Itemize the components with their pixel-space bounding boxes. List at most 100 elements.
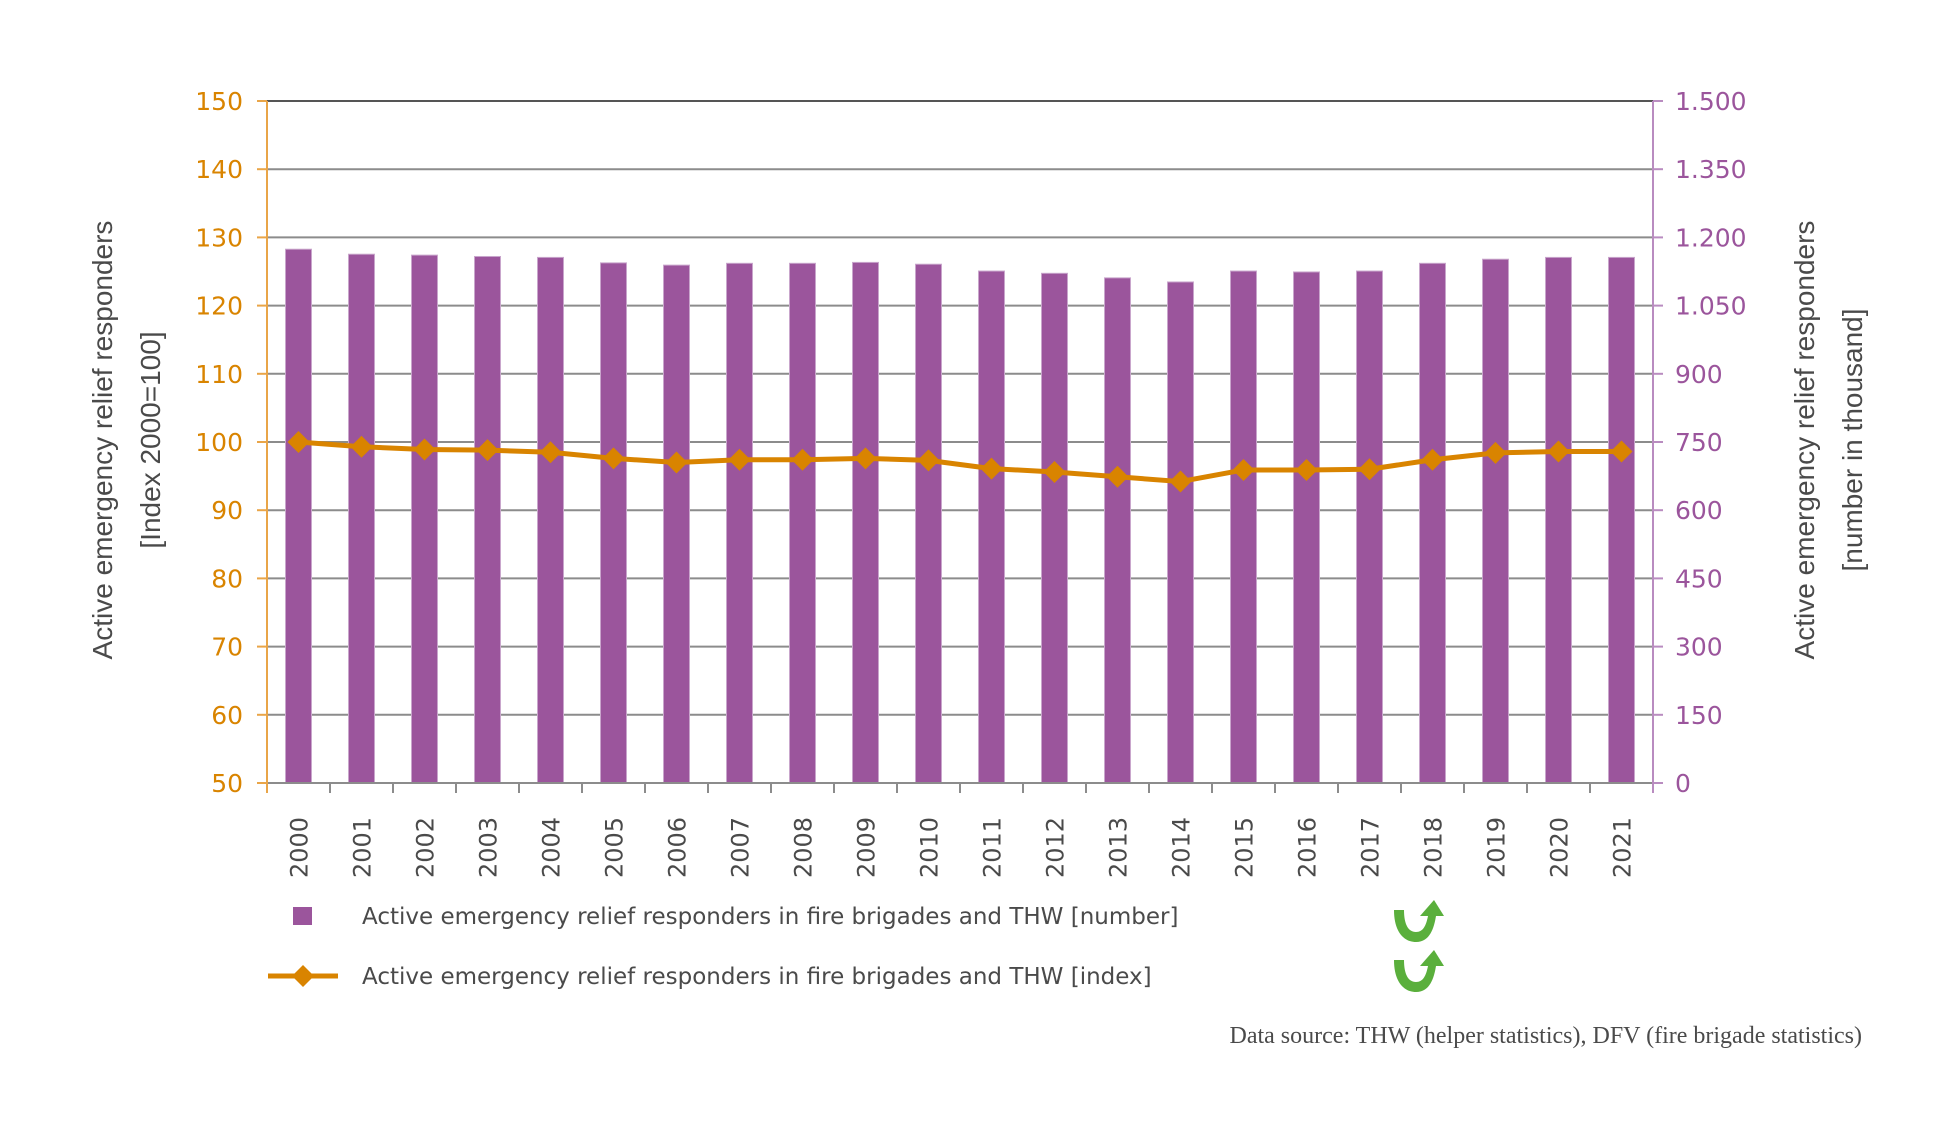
right-tick-label: 600 — [1675, 496, 1723, 525]
diamond-marker — [287, 431, 310, 453]
year-label: 2006 — [664, 817, 692, 878]
left-tick-label: 70 — [211, 633, 243, 662]
axes — [266, 101, 1654, 793]
trend-up-curved-arrow-icon — [1394, 900, 1444, 942]
diamond-marker — [1421, 448, 1444, 471]
bar — [1608, 256, 1635, 784]
year-label: 2005 — [601, 817, 629, 878]
bar — [474, 255, 501, 784]
diamond-marker — [980, 457, 1003, 480]
year-label: 2013 — [1105, 817, 1133, 878]
year-label: 2007 — [727, 817, 755, 878]
left-tick-label: 150 — [195, 87, 243, 116]
year-label: 2019 — [1483, 817, 1511, 878]
legend-item-index: Active emergency relief responders in fi… — [268, 950, 1444, 992]
year-label: 2017 — [1357, 817, 1385, 878]
left-tick-label: 100 — [195, 428, 243, 457]
bar — [1104, 277, 1131, 784]
bar — [1041, 272, 1068, 784]
year-label: 2008 — [790, 817, 818, 878]
diamond-marker — [1232, 458, 1255, 481]
bar — [1356, 270, 1383, 784]
year-label: 2001 — [349, 817, 377, 878]
diamond-marker — [413, 438, 436, 461]
trend-up-curved-arrow-icon — [1394, 950, 1444, 992]
right-tick-label: 1.050 — [1675, 292, 1747, 321]
index-line — [298, 439, 1622, 485]
legend-bar-swatch — [293, 907, 312, 925]
diamond-marker — [1610, 440, 1633, 463]
left-tick-label: 110 — [195, 360, 243, 389]
left-tick-label: 50 — [211, 769, 243, 798]
right-tick-label: 0 — [1675, 769, 1691, 798]
diamond-marker — [602, 447, 625, 470]
right-tick-label: 300 — [1675, 633, 1723, 662]
left-tick-label: 60 — [211, 701, 243, 730]
bar — [537, 256, 564, 784]
diamond-marker — [665, 451, 688, 474]
bar — [1419, 262, 1446, 784]
right-tick-label: 900 — [1675, 360, 1723, 389]
diamond-marker — [539, 441, 562, 464]
bar — [726, 262, 753, 784]
bar — [411, 254, 438, 784]
bar — [1230, 270, 1257, 784]
year-label: 2015 — [1231, 817, 1259, 878]
bar — [915, 263, 942, 784]
year-label: 2021 — [1609, 817, 1637, 878]
year-label: 2014 — [1168, 817, 1196, 878]
right-tick-label: 150 — [1675, 701, 1723, 730]
diamond-marker — [728, 448, 751, 471]
diamond-marker — [1043, 461, 1066, 484]
bar — [285, 248, 312, 784]
bar — [789, 262, 816, 784]
left-tick-label: 80 — [211, 564, 243, 593]
left-axis-title-line2: [Index 2000=100] — [135, 331, 166, 548]
year-label: 2009 — [853, 817, 881, 878]
year-label: 2000 — [286, 817, 314, 878]
year-label: 2004 — [538, 817, 566, 878]
year-label: 2012 — [1042, 817, 1070, 878]
legend: Active emergency relief responders in fi… — [268, 900, 1444, 992]
bar — [852, 261, 879, 784]
diamond-marker — [1295, 458, 1318, 481]
bar — [1545, 256, 1572, 784]
year-label: 2020 — [1546, 817, 1574, 878]
diamond-marker — [1358, 458, 1381, 481]
left-tick-label: 120 — [195, 292, 243, 321]
year-label: 2018 — [1420, 817, 1448, 878]
legend-item-number: Active emergency relief responders in fi… — [293, 900, 1444, 942]
right-tick-label: 450 — [1675, 564, 1723, 593]
right-axis-title-line1: Active emergency relief responders — [1789, 221, 1820, 660]
bar — [600, 262, 627, 784]
bar — [663, 264, 690, 784]
right-tick-label: 1.500 — [1675, 87, 1747, 116]
left-axis-title-line1: Active emergency relief responders — [87, 221, 118, 660]
diamond-marker — [1484, 441, 1507, 464]
diamond-marker — [476, 439, 499, 462]
left-tick-label: 130 — [195, 223, 243, 252]
right-tick-label: 1.200 — [1675, 223, 1747, 252]
left-axis-ticks: 50 60 70 80 90 100 110 120 130 140 150 — [195, 87, 267, 798]
legend-label-number: Active emergency relief responders in fi… — [362, 904, 1178, 930]
diamond-marker — [1169, 470, 1192, 493]
data-source: Data source: THW (helper statistics), DF… — [1230, 1023, 1863, 1049]
diamond-marker — [791, 448, 814, 471]
right-axis-ticks: 0 150 300 450 600 750 900 1.050 1.200 1.350 1.500 — [1653, 87, 1747, 798]
left-tick-label: 90 — [211, 496, 243, 525]
year-label: 2011 — [979, 817, 1007, 878]
year-label: 2010 — [916, 817, 944, 878]
left-tick-label: 140 — [195, 155, 243, 184]
diamond-marker — [350, 435, 373, 458]
right-tick-label: 750 — [1675, 428, 1723, 457]
legend-label-index: Active emergency relief responders in fi… — [362, 964, 1152, 990]
bar-series — [285, 248, 1635, 784]
bar — [1482, 258, 1509, 784]
x-axis-labels: 2000 2001 2002 2003 2004 2005 2006 2007 2008 2009… — [286, 817, 1637, 878]
bar — [348, 253, 375, 784]
line-series — [287, 431, 1633, 493]
year-label: 2016 — [1294, 817, 1322, 878]
bar — [1293, 271, 1320, 784]
diamond-marker — [1547, 440, 1570, 463]
